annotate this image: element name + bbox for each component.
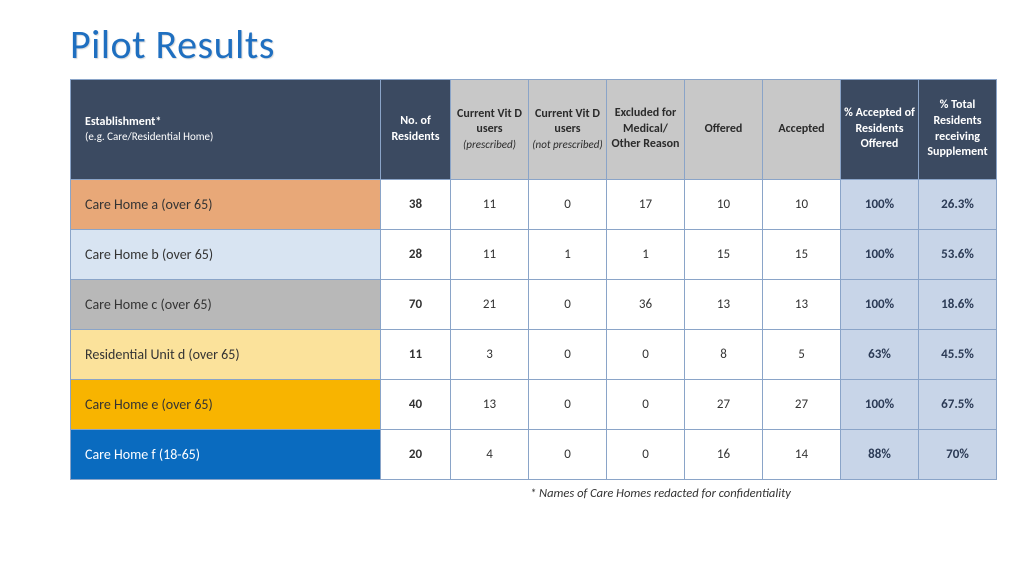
table-cell: 11: [381, 330, 451, 380]
table-cell: 13: [763, 280, 841, 330]
table-cell: 26.3%: [919, 180, 997, 230]
table-cell: 13: [685, 280, 763, 330]
column-header: Offered: [685, 80, 763, 180]
column-header-main: Accepted: [778, 122, 824, 136]
table-cell: Residential Unit d (over 65): [71, 330, 381, 380]
page-title: Pilot Results: [70, 20, 964, 69]
table-row: Care Home e (over 65)4013002727100%67.5%: [71, 380, 997, 430]
column-header-main: No. of Residents: [391, 114, 439, 144]
column-header-sub: (not prescribed): [531, 138, 604, 152]
table-cell: 0: [607, 330, 685, 380]
table-header-row: Establishment*(e.g. Care/Residential Hom…: [71, 80, 997, 180]
table-cell: 21: [451, 280, 529, 330]
table-cell: 63%: [841, 330, 919, 380]
table-cell: 5: [763, 330, 841, 380]
table-cell: 27: [763, 380, 841, 430]
column-header: % Total Residents receiving Supplement: [919, 80, 997, 180]
column-header-main: Current Vit D users: [457, 107, 522, 137]
table-cell: 0: [529, 430, 607, 480]
column-header: Excluded for Medical/ Other Reason: [607, 80, 685, 180]
column-header-sub: (e.g. Care/Residential Home): [85, 130, 378, 144]
table-cell: 0: [529, 380, 607, 430]
table-cell: 11: [451, 230, 529, 280]
column-header: Current Vit D users(prescribed): [451, 80, 529, 180]
table-cell: 10: [763, 180, 841, 230]
column-header: % Accepted of Residents Offered: [841, 80, 919, 180]
table-cell: 11: [451, 180, 529, 230]
table-cell: 20: [381, 430, 451, 480]
footnote-text: * Names of Care Homes redacted for confi…: [70, 486, 964, 501]
column-header: Establishment*(e.g. Care/Residential Hom…: [71, 80, 381, 180]
table-cell: 70: [381, 280, 451, 330]
table-cell: 3: [451, 330, 529, 380]
table-cell: 38: [381, 180, 451, 230]
column-header: Accepted: [763, 80, 841, 180]
table-cell: 17: [607, 180, 685, 230]
table-cell: 15: [685, 230, 763, 280]
table-cell: 100%: [841, 380, 919, 430]
table-cell: Care Home f (18-65): [71, 430, 381, 480]
table-cell: 1: [529, 230, 607, 280]
table-cell: 70%: [919, 430, 997, 480]
table-cell: Care Home e (over 65): [71, 380, 381, 430]
table-cell: 36: [607, 280, 685, 330]
table-cell: 18.6%: [919, 280, 997, 330]
table-cell: 0: [529, 280, 607, 330]
table-cell: 40: [381, 380, 451, 430]
table-cell: 0: [529, 330, 607, 380]
column-header-main: Current Vit D users: [535, 107, 600, 137]
table-cell: 10: [685, 180, 763, 230]
table-cell: Care Home a (over 65): [71, 180, 381, 230]
table-cell: Care Home c (over 65): [71, 280, 381, 330]
column-header-sub: (prescribed): [453, 138, 526, 152]
table-row: Care Home f (18-65)20400161488%70%: [71, 430, 997, 480]
table-row: Residential Unit d (over 65)113008563%45…: [71, 330, 997, 380]
table-cell: 16: [685, 430, 763, 480]
table-cell: 100%: [841, 230, 919, 280]
table-cell: 45.5%: [919, 330, 997, 380]
column-header-main: Establishment*: [85, 115, 161, 129]
table-cell: 28: [381, 230, 451, 280]
table-cell: 100%: [841, 280, 919, 330]
table-cell: 0: [607, 380, 685, 430]
table-cell: 0: [529, 180, 607, 230]
table-cell: 27: [685, 380, 763, 430]
table-cell: 67.5%: [919, 380, 997, 430]
table-cell: 88%: [841, 430, 919, 480]
column-header-main: % Total Residents receiving Supplement: [927, 98, 987, 159]
table-cell: Care Home b (over 65): [71, 230, 381, 280]
table-cell: 14: [763, 430, 841, 480]
table-row: Care Home c (over 65)70210361313100%18.6…: [71, 280, 997, 330]
table-cell: 13: [451, 380, 529, 430]
table-row: Care Home a (over 65)38110171010100%26.3…: [71, 180, 997, 230]
column-header-main: Offered: [705, 122, 743, 136]
table-cell: 8: [685, 330, 763, 380]
column-header: No. of Residents: [381, 80, 451, 180]
table-cell: 15: [763, 230, 841, 280]
table-row: Care Home b (over 65)2811111515100%53.6%: [71, 230, 997, 280]
table-cell: 1: [607, 230, 685, 280]
column-header-main: Excluded for Medical/ Other Reason: [612, 106, 680, 151]
results-table: Establishment*(e.g. Care/Residential Hom…: [70, 79, 997, 480]
table-cell: 53.6%: [919, 230, 997, 280]
table-cell: 4: [451, 430, 529, 480]
column-header-main: % Accepted of Residents Offered: [844, 106, 915, 151]
column-header: Current Vit D users(not prescribed): [529, 80, 607, 180]
table-cell: 100%: [841, 180, 919, 230]
table-cell: 0: [607, 430, 685, 480]
